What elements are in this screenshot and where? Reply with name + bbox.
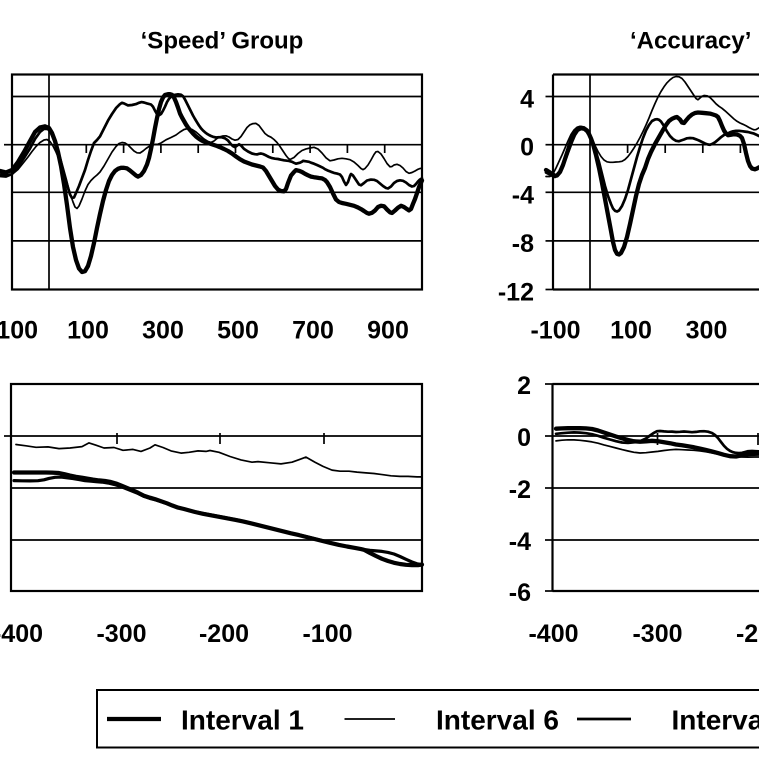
svg-text:‘Speed’ Group: ‘Speed’ Group [141, 28, 304, 55]
svg-text:0: 0 [520, 134, 534, 162]
svg-text:Interval 11: Interval 11 [672, 705, 759, 736]
svg-text:300: 300 [686, 317, 728, 345]
svg-text:-4: -4 [509, 528, 531, 556]
svg-text:-100: -100 [0, 317, 38, 345]
svg-text:-12: -12 [498, 278, 534, 306]
svg-text:700: 700 [292, 317, 334, 345]
svg-text:100: 100 [610, 317, 652, 345]
svg-text:-100: -100 [530, 317, 580, 345]
svg-text:-400: -400 [0, 620, 43, 648]
svg-text:-300: -300 [632, 620, 682, 648]
svg-text:-300: -300 [96, 620, 146, 648]
svg-text:-8: -8 [512, 230, 534, 258]
svg-text:-6: -6 [509, 579, 531, 607]
svg-text:-100: -100 [302, 620, 352, 648]
svg-text:‘Accuracy’: ‘Accuracy’ [630, 28, 751, 55]
svg-text:-200: -200 [736, 620, 759, 648]
svg-text:4: 4 [520, 86, 534, 114]
svg-text:-200: -200 [199, 620, 249, 648]
svg-text:2: 2 [517, 372, 531, 400]
svg-text:-2: -2 [509, 476, 531, 504]
svg-text:0: 0 [517, 424, 531, 452]
svg-text:500: 500 [217, 317, 259, 345]
svg-text:Interval 6: Interval 6 [436, 705, 559, 736]
svg-text:Interval 1: Interval 1 [181, 705, 304, 736]
svg-text:-4: -4 [512, 181, 534, 209]
svg-text:-400: -400 [528, 620, 578, 648]
svg-text:100: 100 [67, 317, 109, 345]
svg-text:300: 300 [142, 317, 184, 345]
svg-text:900: 900 [367, 317, 409, 345]
